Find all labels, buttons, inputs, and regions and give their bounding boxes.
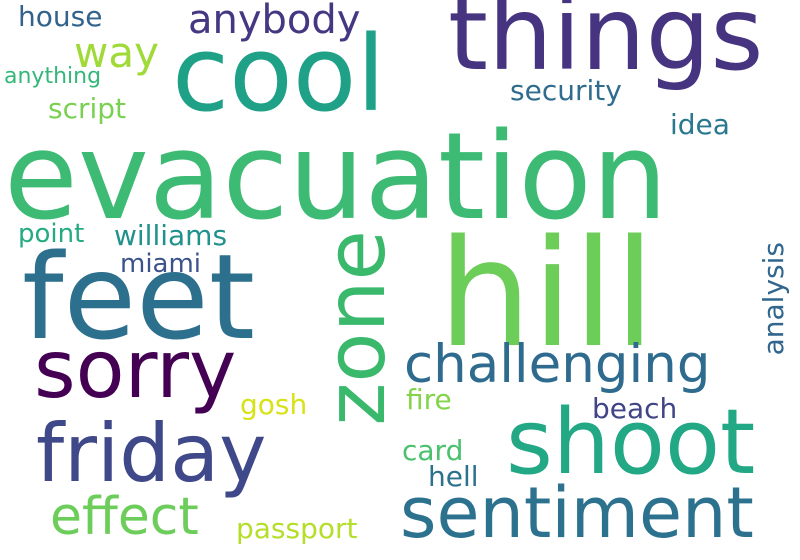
- word-hill: hill: [438, 208, 656, 380]
- word-evacuation: evacuation: [4, 108, 668, 247]
- word-cool: cool: [172, 13, 386, 135]
- word-sentiment: sentiment: [400, 472, 754, 554]
- word-idea: idea: [670, 108, 730, 141]
- word-anything: anything: [4, 64, 102, 89]
- word-passport: passport: [236, 512, 358, 545]
- word-friday: friday: [36, 407, 267, 500]
- word-sorry: sorry: [34, 323, 237, 416]
- word-fire: fire: [406, 383, 452, 416]
- word-gosh: gosh: [240, 388, 308, 421]
- word-security: security: [510, 74, 622, 107]
- word-shoot: shoot: [506, 390, 756, 495]
- word-script: script: [48, 92, 127, 125]
- word-analysis: analysis: [757, 242, 790, 356]
- word-point: point: [18, 219, 85, 249]
- word-effect: effect: [50, 487, 199, 547]
- word-card: card: [402, 434, 464, 467]
- word-hell: hell: [428, 460, 479, 493]
- word-beach: beach: [592, 392, 678, 425]
- word-things: things: [448, 0, 764, 94]
- word-feet: feet: [22, 228, 256, 366]
- word-williams: williams: [114, 219, 228, 252]
- word-challenging: challenging: [404, 334, 711, 395]
- word-anybody: anybody: [188, 0, 361, 43]
- word-way: way: [74, 28, 159, 77]
- word-miami: miami: [120, 249, 202, 279]
- word-house: house: [18, 0, 103, 33]
- word-zone: zone: [309, 230, 404, 426]
